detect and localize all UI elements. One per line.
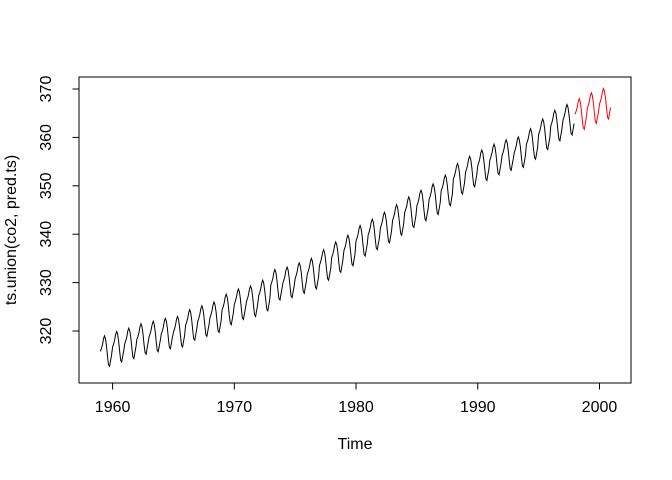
x-axis-title: Time: [338, 436, 373, 453]
y-axis-tick-label: 320: [38, 318, 55, 345]
x-axis-tick-label: 1960: [95, 399, 131, 416]
x-axis-tick-label: 1970: [217, 399, 253, 416]
y-axis-tick-label: 370: [38, 76, 55, 103]
y-axis-tick-label: 360: [38, 124, 55, 151]
x-axis-tick-label: 1990: [460, 399, 496, 416]
y-axis-tick-label: 350: [38, 172, 55, 199]
y-axis-tick-label: 340: [38, 221, 55, 248]
x-axis-tick-label: 2000: [582, 399, 618, 416]
y-axis-title: ts.union(co2, pred.ts): [3, 155, 20, 305]
series-line-forecast: [574, 86, 612, 131]
plot-box: [78, 76, 632, 384]
y-axis-tick-label: 330: [38, 269, 55, 296]
series-line-observed: [99, 102, 575, 368]
x-axis-tick-label: 1980: [338, 399, 374, 416]
